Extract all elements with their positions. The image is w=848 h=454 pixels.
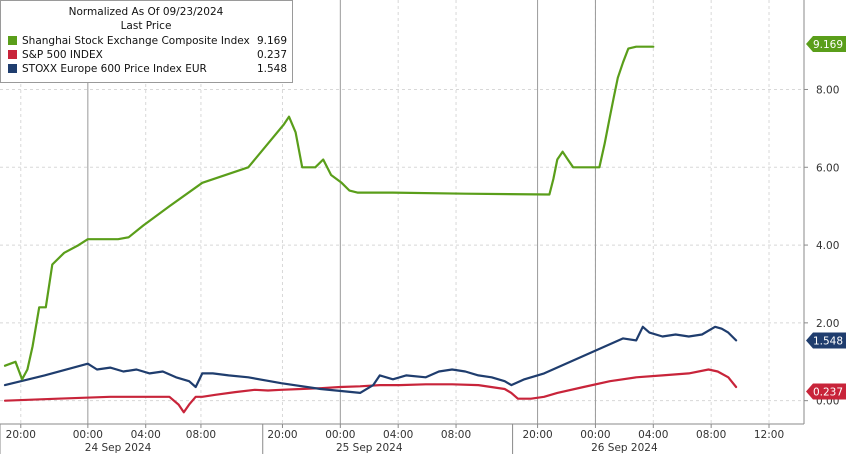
legend-subtitle: Last Price xyxy=(121,20,172,32)
legend-entries: Shanghai Stock Exchange Composite Index 9… xyxy=(8,35,287,75)
x-tick-label: 12:00 xyxy=(754,429,784,441)
x-tick-label: 04:00 xyxy=(131,429,161,441)
last-value-badge: 1.548 xyxy=(806,332,846,349)
x-day-label: 26 Sep 2024 xyxy=(591,442,658,454)
x-tick-label: 20:00 xyxy=(522,429,552,441)
x-day-label: 25 Sep 2024 xyxy=(336,442,403,454)
legend-series-name: S&P 500 INDEX xyxy=(22,49,103,61)
series-line-2 xyxy=(3,325,738,394)
x-tick-label: 08:00 xyxy=(186,429,216,441)
x-axis-ticks: 20:00 00:00 04:00 08:00 20:00 00:00 04:00 08:00… xyxy=(6,424,784,441)
last-value-badge: 0.237 xyxy=(806,383,846,400)
x-day-label: 24 Sep 2024 xyxy=(85,442,152,454)
x-tick-label: 00:00 xyxy=(325,429,355,441)
legend-series-name: Shanghai Stock Exchange Composite Index xyxy=(22,35,250,47)
badge-value: 1.548 xyxy=(813,335,843,347)
y-tick-label: 4.00 xyxy=(816,240,839,252)
series-line-0 xyxy=(3,45,655,381)
badge-shape xyxy=(806,383,846,400)
badge-shape xyxy=(806,35,846,52)
chart-grid xyxy=(0,0,804,424)
badge-shape xyxy=(806,332,846,349)
legend-series-value: 0.237 xyxy=(257,49,287,61)
x-tick-label: 04:00 xyxy=(638,429,668,441)
legend-swatch xyxy=(8,36,17,45)
legend-swatch xyxy=(8,64,17,73)
badge-value: 9.169 xyxy=(813,39,843,51)
legend: Normalized As Of 09/23/2024 Last Price S… xyxy=(0,0,293,83)
legend-series-name: STOXX Europe 600 Price Index EUR xyxy=(22,63,207,75)
legend-box xyxy=(0,0,293,83)
x-tick-label: 08:00 xyxy=(441,429,471,441)
chart-series xyxy=(3,45,738,414)
y-tick-label: 6.00 xyxy=(816,162,839,174)
x-tick-label: 08:00 xyxy=(696,429,726,441)
last-value-badge: 9.169 xyxy=(806,35,846,52)
x-tick-label: 00:00 xyxy=(580,429,610,441)
y-tick-label: 8.00 xyxy=(816,84,839,96)
series-line-1 xyxy=(3,368,738,414)
x-tick-label: 04:00 xyxy=(383,429,413,441)
y-tick-label: 2.00 xyxy=(816,318,839,330)
x-tick-label: 00:00 xyxy=(73,429,103,441)
x-tick-label: 20:00 xyxy=(6,429,36,441)
legend-swatch xyxy=(8,50,17,59)
x-tick-label: 20:00 xyxy=(267,429,297,441)
legend-series-value: 9.169 xyxy=(257,35,287,47)
legend-series-value: 1.548 xyxy=(257,63,287,75)
x-axis-day-labels: 24 Sep 2024 25 Sep 2024 26 Sep 2024 xyxy=(0,424,658,454)
badge-value: 0.237 xyxy=(813,386,843,398)
y-axis-ticks: 0.002.004.006.008.00 xyxy=(804,84,839,408)
legend-title: Normalized As Of 09/23/2024 xyxy=(69,6,224,18)
last-value-badges: 9.169 0.237 1.548 xyxy=(806,35,846,400)
